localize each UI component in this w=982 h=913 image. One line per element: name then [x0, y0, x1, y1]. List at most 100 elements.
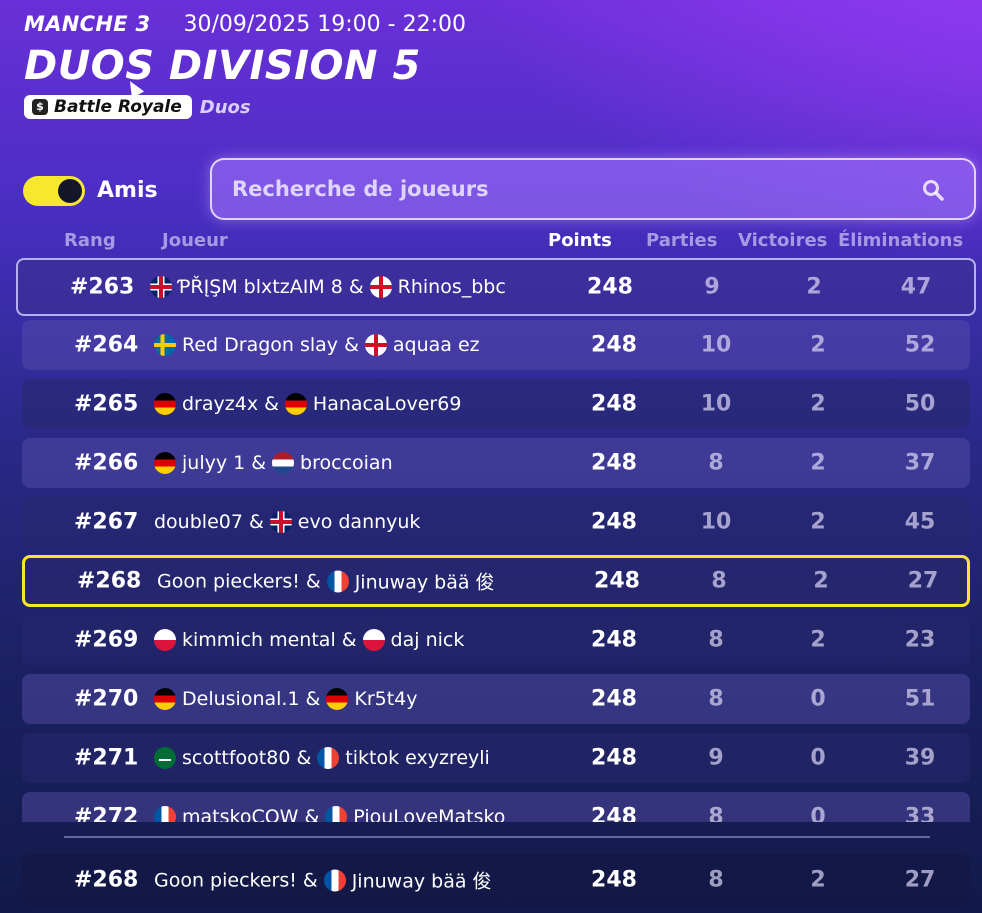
points: 248 — [591, 627, 637, 653]
flag-icon — [369, 276, 392, 298]
points: 248 — [591, 867, 637, 893]
points: 248 — [594, 568, 640, 594]
col-rank[interactable]: Rang — [64, 230, 116, 251]
player-1-name[interactable]: julyy 1 — [182, 452, 246, 474]
rank: #270 — [74, 686, 139, 712]
table-row[interactable]: #266 julyy 1 & broccoian 248 8 2 37 — [22, 438, 970, 488]
points: 248 — [587, 274, 633, 300]
table-row[interactable]: #268 Goon pieckers! & Jinuway bää 俊 248 … — [22, 555, 970, 607]
points: 248 — [591, 332, 637, 358]
points: 248 — [591, 509, 637, 535]
flag-icon — [269, 511, 292, 533]
leaderboard-list[interactable]: #263 ƤŘĮŞM blxtzAIM 8 & Rhinos_bbc 248 9… — [0, 258, 982, 822]
player-search[interactable]: Recherche de joueurs — [210, 158, 976, 220]
flag-icon — [154, 393, 176, 415]
table-row[interactable]: #272 matskoCOW & PiouLoveMatsko 248 8 0 … — [22, 792, 970, 822]
separator: & — [305, 688, 321, 710]
separator: & — [305, 570, 321, 592]
eliminations: 27 — [904, 867, 936, 893]
wins: 2 — [810, 332, 826, 358]
mode-row: $ Battle Royale Duos — [24, 95, 964, 119]
player-2-name[interactable]: Rhinos_bbc — [397, 276, 506, 298]
rank: #268 — [77, 568, 142, 594]
player-2-name[interactable]: HanacaLover69 — [312, 393, 462, 415]
player-2-name[interactable]: Jinuway bää 俊 — [354, 571, 495, 594]
flag-icon — [326, 688, 349, 710]
player-1-name[interactable]: double07 — [154, 511, 243, 533]
player-1-name[interactable]: scottfoot80 — [182, 747, 291, 769]
player-2-name[interactable]: daj nick — [390, 629, 465, 651]
separator: & — [296, 747, 312, 769]
table-row[interactable]: #265 drayz4x & HanacaLover69 248 10 2 50 — [22, 379, 970, 429]
team-players: kimmich mental & daj nick — [154, 629, 464, 651]
player-2-name[interactable]: PiouLoveMatsko — [353, 806, 506, 822]
player-1-name[interactable]: Delusional.1 — [182, 688, 300, 710]
player-1-name[interactable]: Goon pieckers! — [157, 570, 300, 592]
player-2-name[interactable]: broccoian — [300, 452, 393, 474]
team-players: drayz4x & HanacaLover69 — [154, 393, 461, 415]
player-1-name[interactable]: matskoCOW — [182, 806, 299, 822]
my-rank-row[interactable]: #268 Goon pieckers! & Jinuway bää 俊 248 … — [22, 854, 970, 906]
wins: 0 — [810, 804, 826, 823]
games: 10 — [700, 391, 732, 417]
eliminations: 27 — [907, 568, 939, 594]
player-1-name[interactable]: ƤŘĮŞM blxtzAIM 8 — [178, 276, 343, 298]
player-2-name[interactable]: Kr5t4y — [354, 688, 418, 710]
player-1-name[interactable]: Goon pieckers! — [154, 869, 297, 891]
rank: #272 — [74, 804, 139, 823]
table-row[interactable]: #271 scottfoot80 & tiktok exyzreyli 248 … — [22, 733, 970, 783]
col-player[interactable]: Joueur — [162, 230, 228, 251]
separator: & — [251, 452, 267, 474]
player-1-name[interactable]: drayz4x — [182, 393, 259, 415]
table-row[interactable]: #269 kimmich mental & daj nick 248 8 2 2… — [22, 615, 970, 665]
eliminations: 50 — [904, 391, 936, 417]
flag-icon — [326, 570, 349, 592]
games: 10 — [700, 509, 732, 535]
games: 8 — [708, 867, 724, 893]
table-row[interactable]: #267 double07 & evo dannyuk 248 10 2 45 — [22, 497, 970, 547]
col-elims[interactable]: Éliminations — [838, 230, 964, 251]
search-icon[interactable] — [922, 179, 944, 201]
player-2-name[interactable]: evo dannyuk — [297, 511, 421, 533]
table-row[interactable]: #264 Red Dragon slay & aquaa ez 248 10 2… — [22, 320, 970, 370]
col-games[interactable]: Parties — [646, 230, 718, 251]
rank: #269 — [74, 627, 139, 653]
col-wins[interactable]: Victoires — [738, 230, 828, 251]
money-bag-icon: $ — [32, 99, 48, 115]
friends-toggle[interactable] — [23, 176, 85, 206]
eliminations: 37 — [904, 450, 936, 476]
player-2-name[interactable]: tiktok exyzreyli — [345, 747, 490, 769]
wins: 0 — [810, 686, 826, 712]
search-input[interactable]: Recherche de joueurs — [232, 177, 489, 201]
flag-icon — [150, 276, 172, 298]
team-players: Goon pieckers! & Jinuway bää 俊 — [154, 867, 492, 894]
divider — [64, 836, 930, 838]
col-points[interactable]: Points — [548, 230, 612, 251]
games: 10 — [700, 332, 732, 358]
flag-icon — [154, 452, 176, 474]
rank: #271 — [74, 745, 139, 771]
flag-icon — [317, 747, 340, 769]
team-players: matskoCOW & PiouLoveMatsko — [154, 806, 505, 822]
games: 8 — [708, 627, 724, 653]
player-2-name[interactable]: aquaa ez — [392, 334, 480, 356]
flag-icon — [284, 393, 307, 415]
team-players: julyy 1 & broccoian — [154, 452, 393, 474]
table-row[interactable]: #270 Delusional.1 & Kr5t4y 248 8 0 51 — [22, 674, 970, 724]
games: 9 — [708, 745, 724, 771]
points: 248 — [591, 391, 637, 417]
flag-icon — [154, 688, 176, 710]
games: 8 — [708, 686, 724, 712]
event-dates: 30/09/2025 19:00 - 22:00 — [183, 12, 467, 37]
separator: & — [341, 629, 357, 651]
points: 248 — [591, 804, 637, 823]
separator: & — [304, 806, 320, 822]
mode-badge: $ Battle Royale — [24, 95, 192, 119]
player-1-name[interactable]: Red Dragon slay — [182, 334, 339, 356]
table-row[interactable]: #263 ƤŘĮŞM blxtzAIM 8 & Rhinos_bbc 248 9… — [16, 258, 976, 316]
player-1-name[interactable]: kimmich mental — [182, 629, 336, 651]
player-2-name[interactable]: Jinuway bää 俊 — [351, 870, 492, 893]
flag-icon — [364, 334, 387, 356]
flag-icon — [154, 334, 176, 356]
flag-icon — [272, 452, 295, 474]
